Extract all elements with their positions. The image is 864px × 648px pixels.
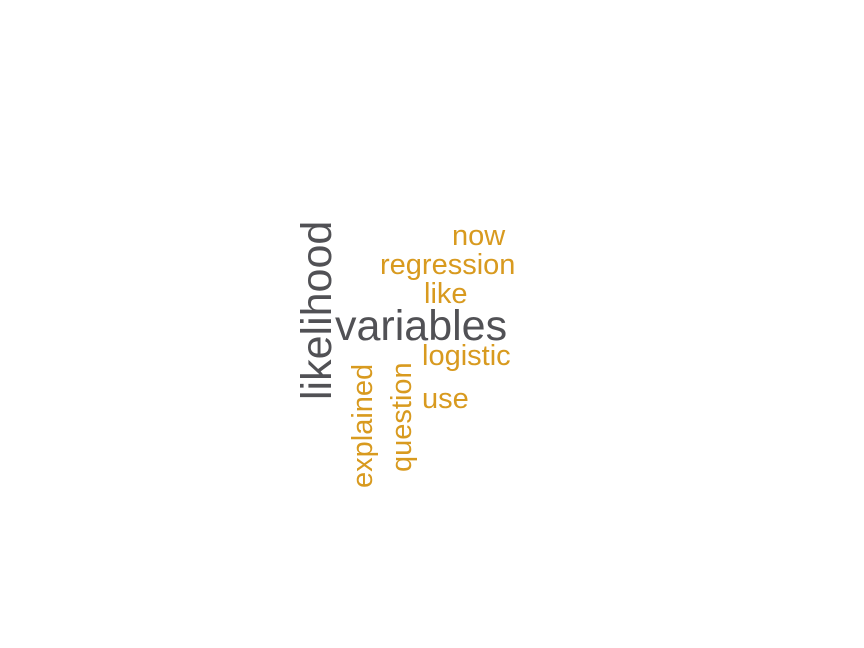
word-use: use — [422, 383, 469, 415]
word-logistic: logistic — [422, 340, 511, 372]
word-likelihood: likelihood — [293, 220, 341, 400]
word-variables: variables — [335, 302, 508, 350]
word-now: now — [452, 220, 506, 252]
word-explained: explained — [347, 363, 379, 488]
word-like: like — [424, 278, 468, 310]
word-question: question — [386, 362, 418, 472]
word-regression: regression — [380, 249, 516, 281]
